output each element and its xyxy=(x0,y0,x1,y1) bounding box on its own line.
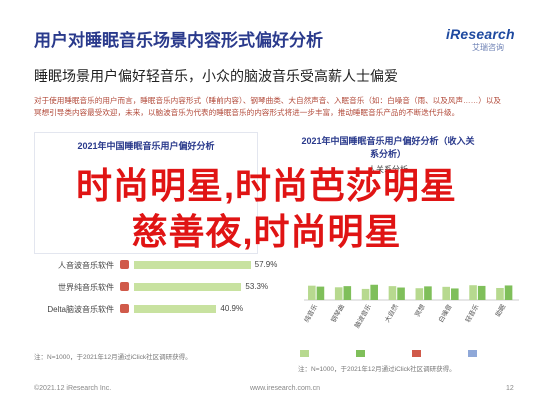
right-bar-chart: 纯音乐 钢琴曲 脑波音乐 大自然 冥想 白噪音 轻音乐 助眠 xyxy=(302,284,519,330)
bar xyxy=(397,287,405,300)
hbar-row: 世界纯音乐软件 53.3% xyxy=(34,280,294,294)
legend-item xyxy=(412,350,424,357)
hbar xyxy=(134,305,217,313)
bar xyxy=(334,287,343,300)
footer-copyright: ©2021.12 iResearch Inc. xyxy=(34,385,112,392)
legend-swatch xyxy=(300,350,309,357)
hbar-row: Delta脑波音乐软件 40.9% xyxy=(34,302,294,316)
bar xyxy=(343,286,352,300)
bar xyxy=(415,288,424,300)
hbar-value-label: 40.9% xyxy=(220,304,244,313)
legend-swatch xyxy=(356,350,365,357)
x-tick-label: 白噪音 xyxy=(436,302,454,324)
left-chart-title: 2021年中国睡眠音乐用户偏好分析 xyxy=(77,141,215,151)
bar xyxy=(451,288,459,300)
page-title: 用户对睡眠音乐场景内容形式偏好分析 xyxy=(34,31,323,50)
hbar-value-label: 53.3% xyxy=(245,282,269,291)
left-chart-note: 注：N=1000，于2021年12月通过iClick社区调研获得。 xyxy=(34,354,192,361)
page-number: 12 xyxy=(506,385,514,392)
hbar xyxy=(134,283,242,291)
app-icon xyxy=(120,304,129,313)
x-tick-label: 脑波音乐 xyxy=(352,302,373,329)
hbar-category-label: 人音波音乐软件 xyxy=(58,261,114,270)
bar xyxy=(504,285,513,300)
x-tick-label: 钢琴曲 xyxy=(329,303,347,324)
bar xyxy=(370,284,378,300)
right-chart-subtitle: 人关系分析 xyxy=(368,165,408,174)
right-chart-title: 2021年中国睡眠音乐用户偏好分析（收入关系分析） xyxy=(301,136,475,159)
x-tick-label: 冥想 xyxy=(412,302,427,318)
overlay-line-1: 时尚明星,时尚芭莎明星 xyxy=(75,165,457,206)
bar xyxy=(496,287,504,300)
x-tick-label: 助眠 xyxy=(493,302,508,318)
bar xyxy=(316,286,325,300)
overlay-caption: 时尚明星,时尚芭莎明星 慈善夜,时尚明星 xyxy=(0,163,533,255)
hbar-category-label: Delta脑波音乐软件 xyxy=(47,305,114,314)
iresearch-logo: iResearch 艾瑞咨询 xyxy=(446,26,516,56)
logo-subtext: 艾瑞咨询 xyxy=(472,43,504,52)
description-text: 对于使用睡眠音乐的用户而言，睡眠音乐内容形式（睡前内容）、钢琴曲类、大自然声音、… xyxy=(34,96,502,117)
page-subtitle: 睡眠场景用户偏好轻音乐，小众的脑波音乐受高薪人士偏爱 xyxy=(34,68,398,84)
hbar xyxy=(134,261,251,269)
bar xyxy=(424,286,432,300)
legend-item xyxy=(468,350,480,357)
hbar-category-label: 世界纯音乐软件 xyxy=(58,283,114,292)
legend-swatch xyxy=(468,350,477,357)
bar xyxy=(442,286,451,300)
bar xyxy=(361,288,370,300)
x-tick-label: 大自然 xyxy=(382,302,400,324)
right-chart-note: 注：N=1000，于2021年12月通过iClick社区调研获得。 xyxy=(298,366,456,373)
bar xyxy=(308,285,316,300)
bar xyxy=(469,285,477,300)
x-tick-label: 纯音乐 xyxy=(302,302,320,324)
left-chart-panel: 2021年中国睡眠音乐用户偏好分析 xyxy=(34,132,258,254)
app-icon xyxy=(120,282,129,291)
legend-item xyxy=(356,350,368,357)
app-icon xyxy=(120,260,129,269)
legend-swatch xyxy=(412,350,421,357)
right-chart-legend xyxy=(296,350,521,360)
logo-brand: iResearch xyxy=(446,26,515,42)
legend-item xyxy=(300,350,312,357)
right-chart-panel: 2021年中国睡眠音乐用户偏好分析（收入关系分析） 人关系分析 xyxy=(298,134,478,242)
footer-url: www.iresearch.com.cn xyxy=(250,385,321,392)
bar xyxy=(477,285,486,300)
x-tick-label: 轻音乐 xyxy=(463,302,481,324)
bar xyxy=(388,286,397,300)
hbar-value-label: 57.9% xyxy=(254,260,278,269)
overlay-line-2: 慈善夜,时尚明星 xyxy=(131,211,402,252)
hbar-row: 人音波音乐软件 57.9% xyxy=(34,258,294,272)
